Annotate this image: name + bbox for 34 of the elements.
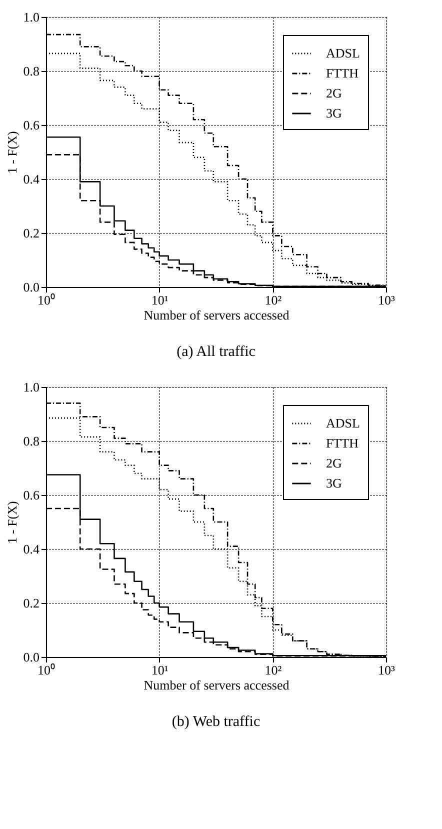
x-tick-label: 10³ [378, 662, 396, 678]
x-axis-title: Number of servers accessed [144, 678, 290, 692]
y-tick-label: 0.4 [23, 172, 40, 186]
x-tick-label: 10¹ [151, 292, 168, 308]
legend-label: FTTH [326, 66, 358, 80]
legend-label: FTTH [326, 436, 358, 450]
x-tick-label: 10² [264, 662, 282, 678]
y-tick-label: 0.8 [23, 64, 40, 78]
y-tick-label: 1.0 [23, 10, 40, 24]
y-tick-label: 0.8 [23, 434, 40, 448]
text: (a) All traffic [176, 344, 256, 360]
legend-label: ADSL [326, 416, 360, 430]
legend-label: 3G [326, 476, 342, 490]
y-axis-title: 1 - F(X) [4, 501, 20, 544]
y-tick-label: 0.6 [23, 488, 40, 502]
y-tick-label: 0.2 [23, 596, 40, 610]
text: (b) Web traffic [172, 714, 260, 730]
legend-label: 2G [326, 86, 342, 100]
x-tick-label: 10⁰ [38, 662, 56, 678]
y-tick-label: 0.4 [23, 542, 40, 556]
x-tick-label: 10⁰ [38, 292, 56, 308]
y-tick-label: 0.6 [23, 118, 40, 132]
y-axis-title: 1 - F(X) [4, 131, 20, 174]
legend-label: 3G [326, 106, 342, 120]
y-tick-label: 1.0 [23, 380, 40, 394]
x-tick-label: 10¹ [151, 662, 168, 678]
legend-label: 2G [326, 456, 342, 470]
x-tick-label: 10³ [378, 292, 396, 308]
y-tick-label: 0.0 [23, 650, 40, 664]
y-tick-label: 0.2 [23, 226, 40, 240]
legend-label: ADSL [326, 46, 360, 60]
x-axis-title: Number of servers accessed [144, 308, 290, 322]
y-tick-label: 0.0 [23, 280, 40, 294]
x-tick-label: 10² [264, 292, 282, 308]
